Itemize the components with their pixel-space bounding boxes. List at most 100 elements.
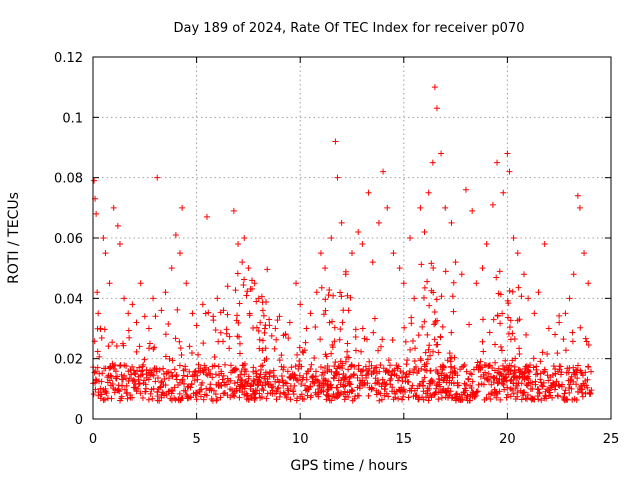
x-tick-label: 0 xyxy=(89,432,97,447)
data-point xyxy=(440,363,447,370)
data-point xyxy=(384,204,391,211)
data-point xyxy=(326,286,333,293)
data-point xyxy=(424,356,431,363)
data-point xyxy=(429,378,436,385)
data-point xyxy=(236,340,243,347)
data-point xyxy=(549,394,556,401)
data-point xyxy=(187,384,194,391)
data-point xyxy=(560,336,567,343)
data-point xyxy=(445,385,452,392)
data-point xyxy=(447,358,454,365)
data-point xyxy=(439,323,446,330)
data-point xyxy=(245,373,252,380)
data-point xyxy=(174,306,181,313)
data-point xyxy=(473,280,480,287)
data-point xyxy=(324,362,331,369)
data-point xyxy=(182,366,189,373)
data-point xyxy=(554,350,561,357)
data-point xyxy=(116,388,123,395)
data-point xyxy=(297,301,304,308)
data-point xyxy=(252,368,259,375)
data-point xyxy=(370,329,377,336)
data-point xyxy=(243,368,250,375)
data-point xyxy=(320,311,327,318)
data-point xyxy=(256,374,263,381)
data-point xyxy=(124,395,131,402)
data-point xyxy=(209,374,216,381)
data-point xyxy=(539,383,546,390)
data-point xyxy=(428,260,435,267)
data-point xyxy=(226,333,233,340)
data-point xyxy=(130,376,137,383)
data-point xyxy=(150,295,157,302)
data-point xyxy=(116,362,123,369)
data-point xyxy=(295,377,302,384)
data-point xyxy=(202,310,209,317)
data-point xyxy=(217,394,224,401)
data-point xyxy=(581,250,588,257)
data-point xyxy=(418,365,425,372)
data-point xyxy=(322,307,329,314)
data-point xyxy=(525,295,532,302)
data-point xyxy=(155,374,162,381)
data-point xyxy=(562,310,569,317)
data-point xyxy=(493,375,500,382)
data-point xyxy=(101,396,108,403)
data-point xyxy=(541,368,548,375)
data-point xyxy=(270,367,277,374)
data-point xyxy=(283,394,290,401)
data-point xyxy=(145,345,152,352)
data-point xyxy=(396,374,403,381)
data-point xyxy=(292,363,299,370)
data-point xyxy=(524,374,531,381)
data-point xyxy=(152,313,159,320)
data-point xyxy=(437,334,444,341)
data-point xyxy=(452,259,459,266)
data-point xyxy=(506,324,513,331)
data-point xyxy=(436,379,443,386)
data-point xyxy=(273,336,280,343)
data-point xyxy=(130,367,137,374)
data-point xyxy=(492,359,499,366)
data-point xyxy=(523,331,530,338)
data-point xyxy=(403,361,410,368)
data-point xyxy=(509,330,516,337)
data-point xyxy=(110,204,117,211)
data-point xyxy=(241,371,248,378)
data-point xyxy=(270,383,277,390)
data-point xyxy=(186,343,193,350)
data-point xyxy=(487,396,494,403)
data-point xyxy=(469,378,476,385)
data-point xyxy=(545,377,552,384)
data-point xyxy=(208,387,215,394)
data-point xyxy=(434,369,441,376)
data-point xyxy=(226,345,233,352)
data-point xyxy=(251,280,258,287)
data-point xyxy=(494,313,501,320)
data-point xyxy=(152,378,159,385)
data-point xyxy=(140,361,147,368)
data-point xyxy=(332,359,339,366)
data-point xyxy=(334,384,341,391)
data-point xyxy=(585,363,592,370)
data-point xyxy=(362,363,369,370)
data-point xyxy=(515,284,522,291)
data-point xyxy=(296,372,303,379)
x-tick-label: 5 xyxy=(192,432,200,447)
data-point xyxy=(193,322,200,329)
data-point xyxy=(516,316,523,323)
data-point xyxy=(582,335,589,342)
data-point xyxy=(424,278,431,285)
data-point xyxy=(112,361,119,368)
data-point xyxy=(574,362,581,369)
data-point xyxy=(408,320,415,327)
data-point xyxy=(325,392,332,399)
data-point xyxy=(508,362,515,369)
data-point xyxy=(376,368,383,375)
data-point xyxy=(302,339,309,346)
data-point xyxy=(352,347,359,354)
data-point xyxy=(91,177,98,184)
data-point xyxy=(537,370,544,377)
data-point xyxy=(486,329,493,336)
data-point xyxy=(437,383,444,390)
